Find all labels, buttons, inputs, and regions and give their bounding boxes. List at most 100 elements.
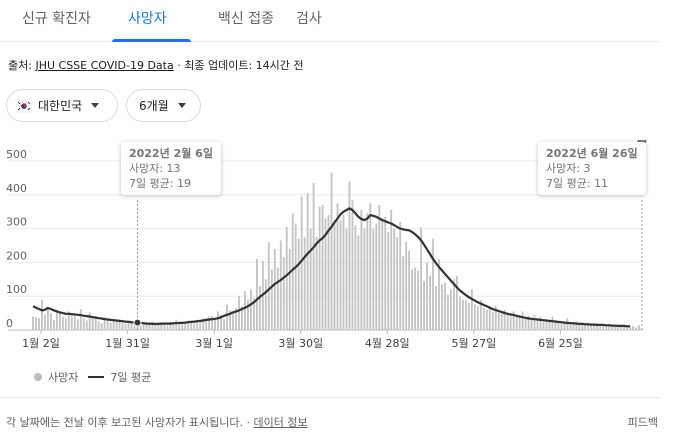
deaths-bar[interactable] — [241, 306, 243, 330]
deaths-bar[interactable] — [318, 206, 321, 330]
deaths-bar[interactable] — [252, 297, 255, 330]
deaths-bar[interactable] — [187, 320, 190, 330]
deaths-bar[interactable] — [560, 321, 563, 330]
deaths-bar[interactable] — [605, 325, 608, 330]
deaths-bar[interactable] — [88, 312, 91, 330]
deaths-bar[interactable] — [590, 324, 593, 330]
deaths-bar[interactable] — [584, 323, 587, 330]
deaths-bar[interactable] — [175, 319, 178, 330]
deaths-bar[interactable] — [321, 204, 324, 330]
deaths-bar[interactable] — [638, 325, 640, 330]
deaths-bar[interactable] — [384, 216, 387, 330]
deaths-bar[interactable] — [455, 275, 458, 330]
deaths-bar[interactable] — [539, 317, 542, 330]
deaths-bar[interactable] — [369, 203, 372, 330]
deaths-bar[interactable] — [506, 314, 509, 330]
deaths-bar[interactable] — [339, 220, 342, 330]
deaths-bar[interactable] — [518, 316, 521, 330]
deaths-bar[interactable] — [270, 269, 273, 330]
deaths-bar[interactable] — [282, 257, 285, 330]
deaths-bar[interactable] — [61, 317, 64, 330]
deaths-bar[interactable] — [482, 308, 485, 330]
deaths-bar[interactable] — [41, 299, 43, 330]
deaths-bar[interactable] — [542, 321, 545, 330]
deaths-bar[interactable] — [44, 314, 46, 330]
deaths-bar[interactable] — [229, 310, 231, 330]
deaths-bar[interactable] — [405, 242, 408, 330]
deaths-bar[interactable] — [273, 248, 276, 330]
deaths-bar[interactable] — [303, 237, 306, 330]
deaths-bar[interactable] — [103, 317, 106, 330]
deaths-bar[interactable] — [133, 323, 136, 330]
feedback-link[interactable]: 피드백 — [627, 416, 658, 429]
deaths-bar[interactable] — [464, 300, 467, 330]
deaths-bar[interactable] — [288, 248, 291, 330]
deaths-bar[interactable] — [315, 237, 318, 330]
deaths-bar[interactable] — [396, 237, 399, 330]
deaths-bar[interactable] — [485, 309, 488, 330]
deaths-bar[interactable] — [211, 315, 214, 330]
deaths-bar[interactable] — [411, 269, 414, 330]
deaths-bar[interactable] — [82, 318, 85, 330]
deaths-bar[interactable] — [629, 326, 631, 330]
tab-new-cases[interactable]: 신규 확진자 — [22, 11, 91, 27]
deaths-bar[interactable] — [530, 319, 533, 330]
deaths-bar[interactable] — [429, 275, 431, 330]
source-link[interactable]: JHU CSSE COVID-19 Data — [35, 59, 174, 72]
deaths-bar[interactable] — [450, 289, 452, 330]
deaths-bar[interactable] — [258, 286, 261, 330]
deaths-bar[interactable] — [52, 319, 55, 330]
deaths-bar[interactable] — [112, 319, 115, 330]
deaths-bar[interactable] — [414, 267, 417, 330]
deaths-bar[interactable] — [79, 309, 82, 330]
deaths-bar[interactable] — [64, 318, 67, 330]
deaths-bar[interactable] — [441, 284, 443, 330]
deaths-bar[interactable] — [470, 289, 473, 330]
deaths-bar[interactable] — [91, 315, 94, 330]
deaths-bar[interactable] — [378, 204, 381, 330]
deaths-bar[interactable] — [611, 325, 614, 330]
deaths-bar[interactable] — [196, 319, 199, 330]
deaths-bar[interactable] — [148, 323, 151, 330]
deaths-bar[interactable] — [515, 317, 518, 330]
deaths-bar[interactable] — [85, 320, 88, 330]
deaths-bar[interactable] — [626, 324, 628, 330]
deaths-bar[interactable] — [276, 267, 279, 330]
deaths-bar[interactable] — [623, 325, 626, 330]
deaths-bar[interactable] — [354, 225, 357, 330]
deaths-bar[interactable] — [145, 322, 148, 330]
deaths-bar[interactable] — [458, 296, 461, 330]
deaths-bar[interactable] — [67, 311, 70, 330]
deaths-bar[interactable] — [217, 311, 220, 330]
deaths-bar[interactable] — [593, 323, 596, 330]
deaths-bar[interactable] — [255, 259, 258, 330]
deaths-bar[interactable] — [297, 238, 300, 330]
deaths-bar[interactable] — [124, 323, 127, 330]
deaths-bar[interactable] — [178, 322, 181, 330]
deaths-bar[interactable] — [94, 318, 97, 330]
deaths-bar[interactable] — [306, 193, 309, 330]
deaths-bar[interactable] — [309, 228, 312, 330]
deaths-bar[interactable] — [357, 235, 360, 330]
deaths-bar[interactable] — [447, 294, 449, 330]
deaths-bar[interactable] — [184, 323, 187, 330]
deaths-bar[interactable] — [632, 325, 634, 330]
deaths-bar[interactable] — [342, 215, 345, 330]
deaths-bar[interactable] — [494, 305, 497, 330]
deaths-bar[interactable] — [235, 308, 237, 330]
deaths-bar[interactable] — [381, 218, 384, 330]
deaths-bar[interactable] — [521, 311, 524, 330]
deaths-bar[interactable] — [393, 228, 396, 330]
deaths-bar[interactable] — [199, 321, 202, 330]
tab-vaccinations[interactable]: 백신 접종 — [218, 11, 274, 27]
deaths-bar[interactable] — [536, 319, 539, 330]
deaths-bar[interactable] — [360, 210, 363, 330]
deaths-bar[interactable] — [244, 291, 246, 330]
deaths-bar[interactable] — [545, 319, 548, 330]
deaths-bar[interactable] — [345, 228, 348, 330]
deaths-bar[interactable] — [548, 320, 551, 330]
deaths-bar[interactable] — [557, 322, 560, 330]
deaths-bar[interactable] — [635, 327, 637, 330]
deaths-bar[interactable] — [363, 228, 366, 330]
deaths-bar[interactable] — [488, 306, 491, 330]
